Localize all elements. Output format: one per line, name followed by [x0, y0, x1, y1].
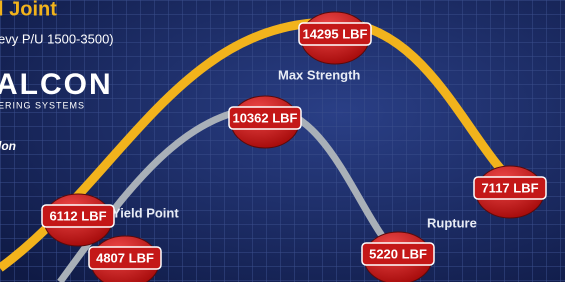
badge-label: 6112 LBF	[49, 208, 106, 223]
logo: ALCON	[0, 68, 113, 101]
label: Yield Point	[112, 205, 179, 220]
badge-label: 4807 LBF	[96, 250, 154, 265]
label: Rupture	[427, 215, 477, 230]
badge-label: 10362 LBF	[232, 110, 297, 125]
badge-label: 7117 LBF	[481, 180, 538, 195]
badge-label: 5220 LBF	[369, 246, 427, 261]
badge-label: 14295 LBF	[302, 26, 367, 41]
note: lon	[0, 139, 16, 153]
graphic: l Joint evy P/U 1500-3500) ALCON ERING S…	[0, 0, 565, 282]
logo-sub: ERING SYSTEMS	[0, 100, 85, 110]
label: Max Strength	[278, 67, 360, 82]
subtitle: evy P/U 1500-3500)	[0, 31, 114, 46]
page: l Joint evy P/U 1500-3500) ALCON ERING S…	[0, 0, 565, 282]
title: l Joint	[0, 0, 57, 20]
